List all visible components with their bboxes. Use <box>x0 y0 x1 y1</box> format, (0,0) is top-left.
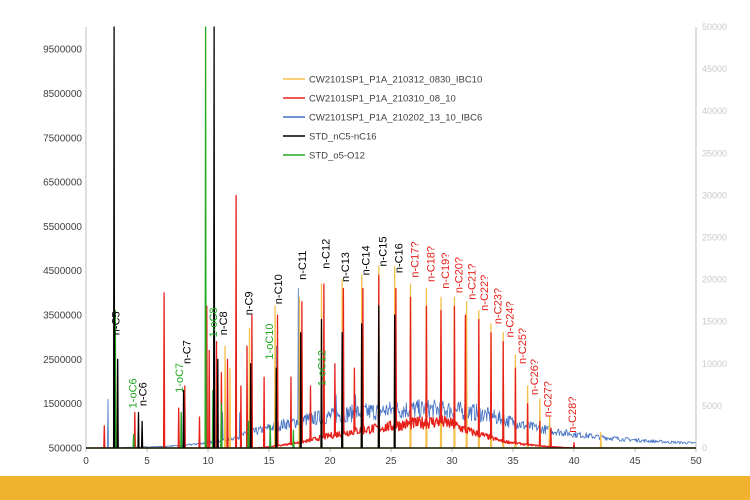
series-4 <box>85 26 697 449</box>
y-tick-label: 500000 <box>49 444 83 455</box>
x-tick-label: 40 <box>568 456 580 467</box>
peak-label: 1-oC6 <box>128 378 140 408</box>
x-tick-label: 0 <box>83 456 89 467</box>
y2-tick-label: 5000 <box>702 401 722 411</box>
legend-label: CW2101SP1_P1A_210312_0830_IBC10 <box>309 75 482 86</box>
peak-label: n-C20? <box>453 257 465 293</box>
y-tick-label: 1500000 <box>43 399 82 410</box>
peak-label: n-C7 <box>181 340 193 364</box>
peak-label: n-C28? <box>567 397 579 433</box>
y2-tick-label: 35000 <box>702 148 727 158</box>
y-tick-label: 7500000 <box>43 133 82 144</box>
y-tick-label: 6500000 <box>43 178 82 189</box>
peak-label: n-C23? <box>492 288 504 324</box>
series-line <box>85 265 697 449</box>
peak-label: n-C16 <box>394 243 406 273</box>
series-line <box>85 26 697 449</box>
y2-tick-label: 25000 <box>702 233 727 243</box>
y-tick-label: 3500000 <box>43 311 82 322</box>
x-tick-label: 30 <box>446 456 458 467</box>
series-layer <box>85 26 697 449</box>
y2-tick-label: 45000 <box>702 64 727 74</box>
legend-label: CW2101SP1_P1A_210310_08_10 <box>309 94 456 105</box>
series-1 <box>85 265 697 449</box>
peak-label: n-C11 <box>297 251 309 280</box>
chromatogram-chart: 5000001500000250000035000004500000550000… <box>43 22 727 467</box>
peak-label: n-C12 <box>320 239 332 269</box>
y2-tick-label: 10000 <box>702 359 727 369</box>
y-tick-label: 4500000 <box>43 266 82 277</box>
series-3 <box>86 288 697 449</box>
peak-label: n-C22? <box>479 275 491 311</box>
legend: CW2101SP1_P1A_210312_0830_IBC10 CW2101SP1… <box>283 75 482 162</box>
peak-label: n-C21? <box>467 264 479 300</box>
x-tick-label: 45 <box>629 456 641 467</box>
bottom-accent-band <box>0 476 750 500</box>
legend-label: CW2101SP1_P1A_210202_13_10_IBC6 <box>309 113 482 124</box>
legend-entry: STD_o5-O12 <box>283 151 365 162</box>
peak-label: n-C27? <box>542 381 554 417</box>
x-tick-label: 5 <box>144 456 150 467</box>
legend-label: STD_nC5-nC16 <box>309 132 377 143</box>
axes-layer: 5000001500000250000035000004500000550000… <box>43 22 727 467</box>
peak-label: n-C8 <box>218 311 230 335</box>
peak-label: n-C17? <box>409 242 421 278</box>
legend-entry: CW2101SP1_P1A_210202_13_10_IBC6 <box>283 113 482 124</box>
x-tick-label: 25 <box>385 456 397 467</box>
y2-tick-label: 50000 <box>702 22 727 32</box>
peak-label: n-C15 <box>378 237 390 267</box>
peak-label: n-C13 <box>340 252 352 282</box>
y-tick-label: 2500000 <box>43 355 82 366</box>
y-tick-label: 5500000 <box>43 222 82 233</box>
peak-label: 1-oC7 <box>174 363 186 393</box>
legend-entry: STD_nC5-nC16 <box>283 132 377 143</box>
y2-tick-label: 20000 <box>702 275 727 285</box>
peak-label: 1-oC8 <box>208 307 220 337</box>
peak-label: 1-oC10 <box>264 324 276 360</box>
peak-label: 1-oC12 <box>317 350 329 386</box>
peak-label: n-C14 <box>361 245 373 275</box>
peak-label: n-C18? <box>425 246 437 282</box>
x-tick-label: 35 <box>507 456 519 467</box>
peak-label: n-C26? <box>529 359 541 395</box>
peak-label: n-C19? <box>440 253 452 289</box>
x-tick-label: 10 <box>202 456 214 467</box>
y2-tick-label: 40000 <box>702 106 727 116</box>
x-tick-label: 50 <box>690 456 702 467</box>
y2-tick-label: 30000 <box>702 190 727 200</box>
legend-entry: CW2101SP1_P1A_210310_08_10 <box>283 94 456 105</box>
peak-label: n-C24? <box>505 301 517 337</box>
peak-label: n-C6 <box>137 382 149 406</box>
peak-label: n-C9 <box>243 291 255 315</box>
peak-label: n-C10 <box>273 274 285 304</box>
y2-tick-label: 15000 <box>702 317 727 327</box>
series-line <box>86 288 697 449</box>
peak-label: n-C5 <box>111 311 123 335</box>
y-tick-label: 8500000 <box>43 89 82 100</box>
x-tick-label: 15 <box>263 456 275 467</box>
legend-entry: CW2101SP1_P1A_210312_0830_IBC10 <box>283 75 482 86</box>
x-tick-label: 20 <box>324 456 336 467</box>
legend-label: STD_o5-O12 <box>309 151 365 162</box>
y-tick-label: 9500000 <box>43 45 82 56</box>
peak-label: n-C25? <box>517 328 529 364</box>
y2-tick-label: 0 <box>702 443 707 453</box>
